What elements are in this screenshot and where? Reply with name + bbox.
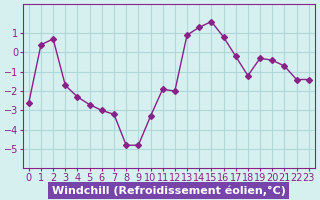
X-axis label: Windchill (Refroidissement éolien,°C): Windchill (Refroidissement éolien,°C) bbox=[52, 185, 286, 196]
